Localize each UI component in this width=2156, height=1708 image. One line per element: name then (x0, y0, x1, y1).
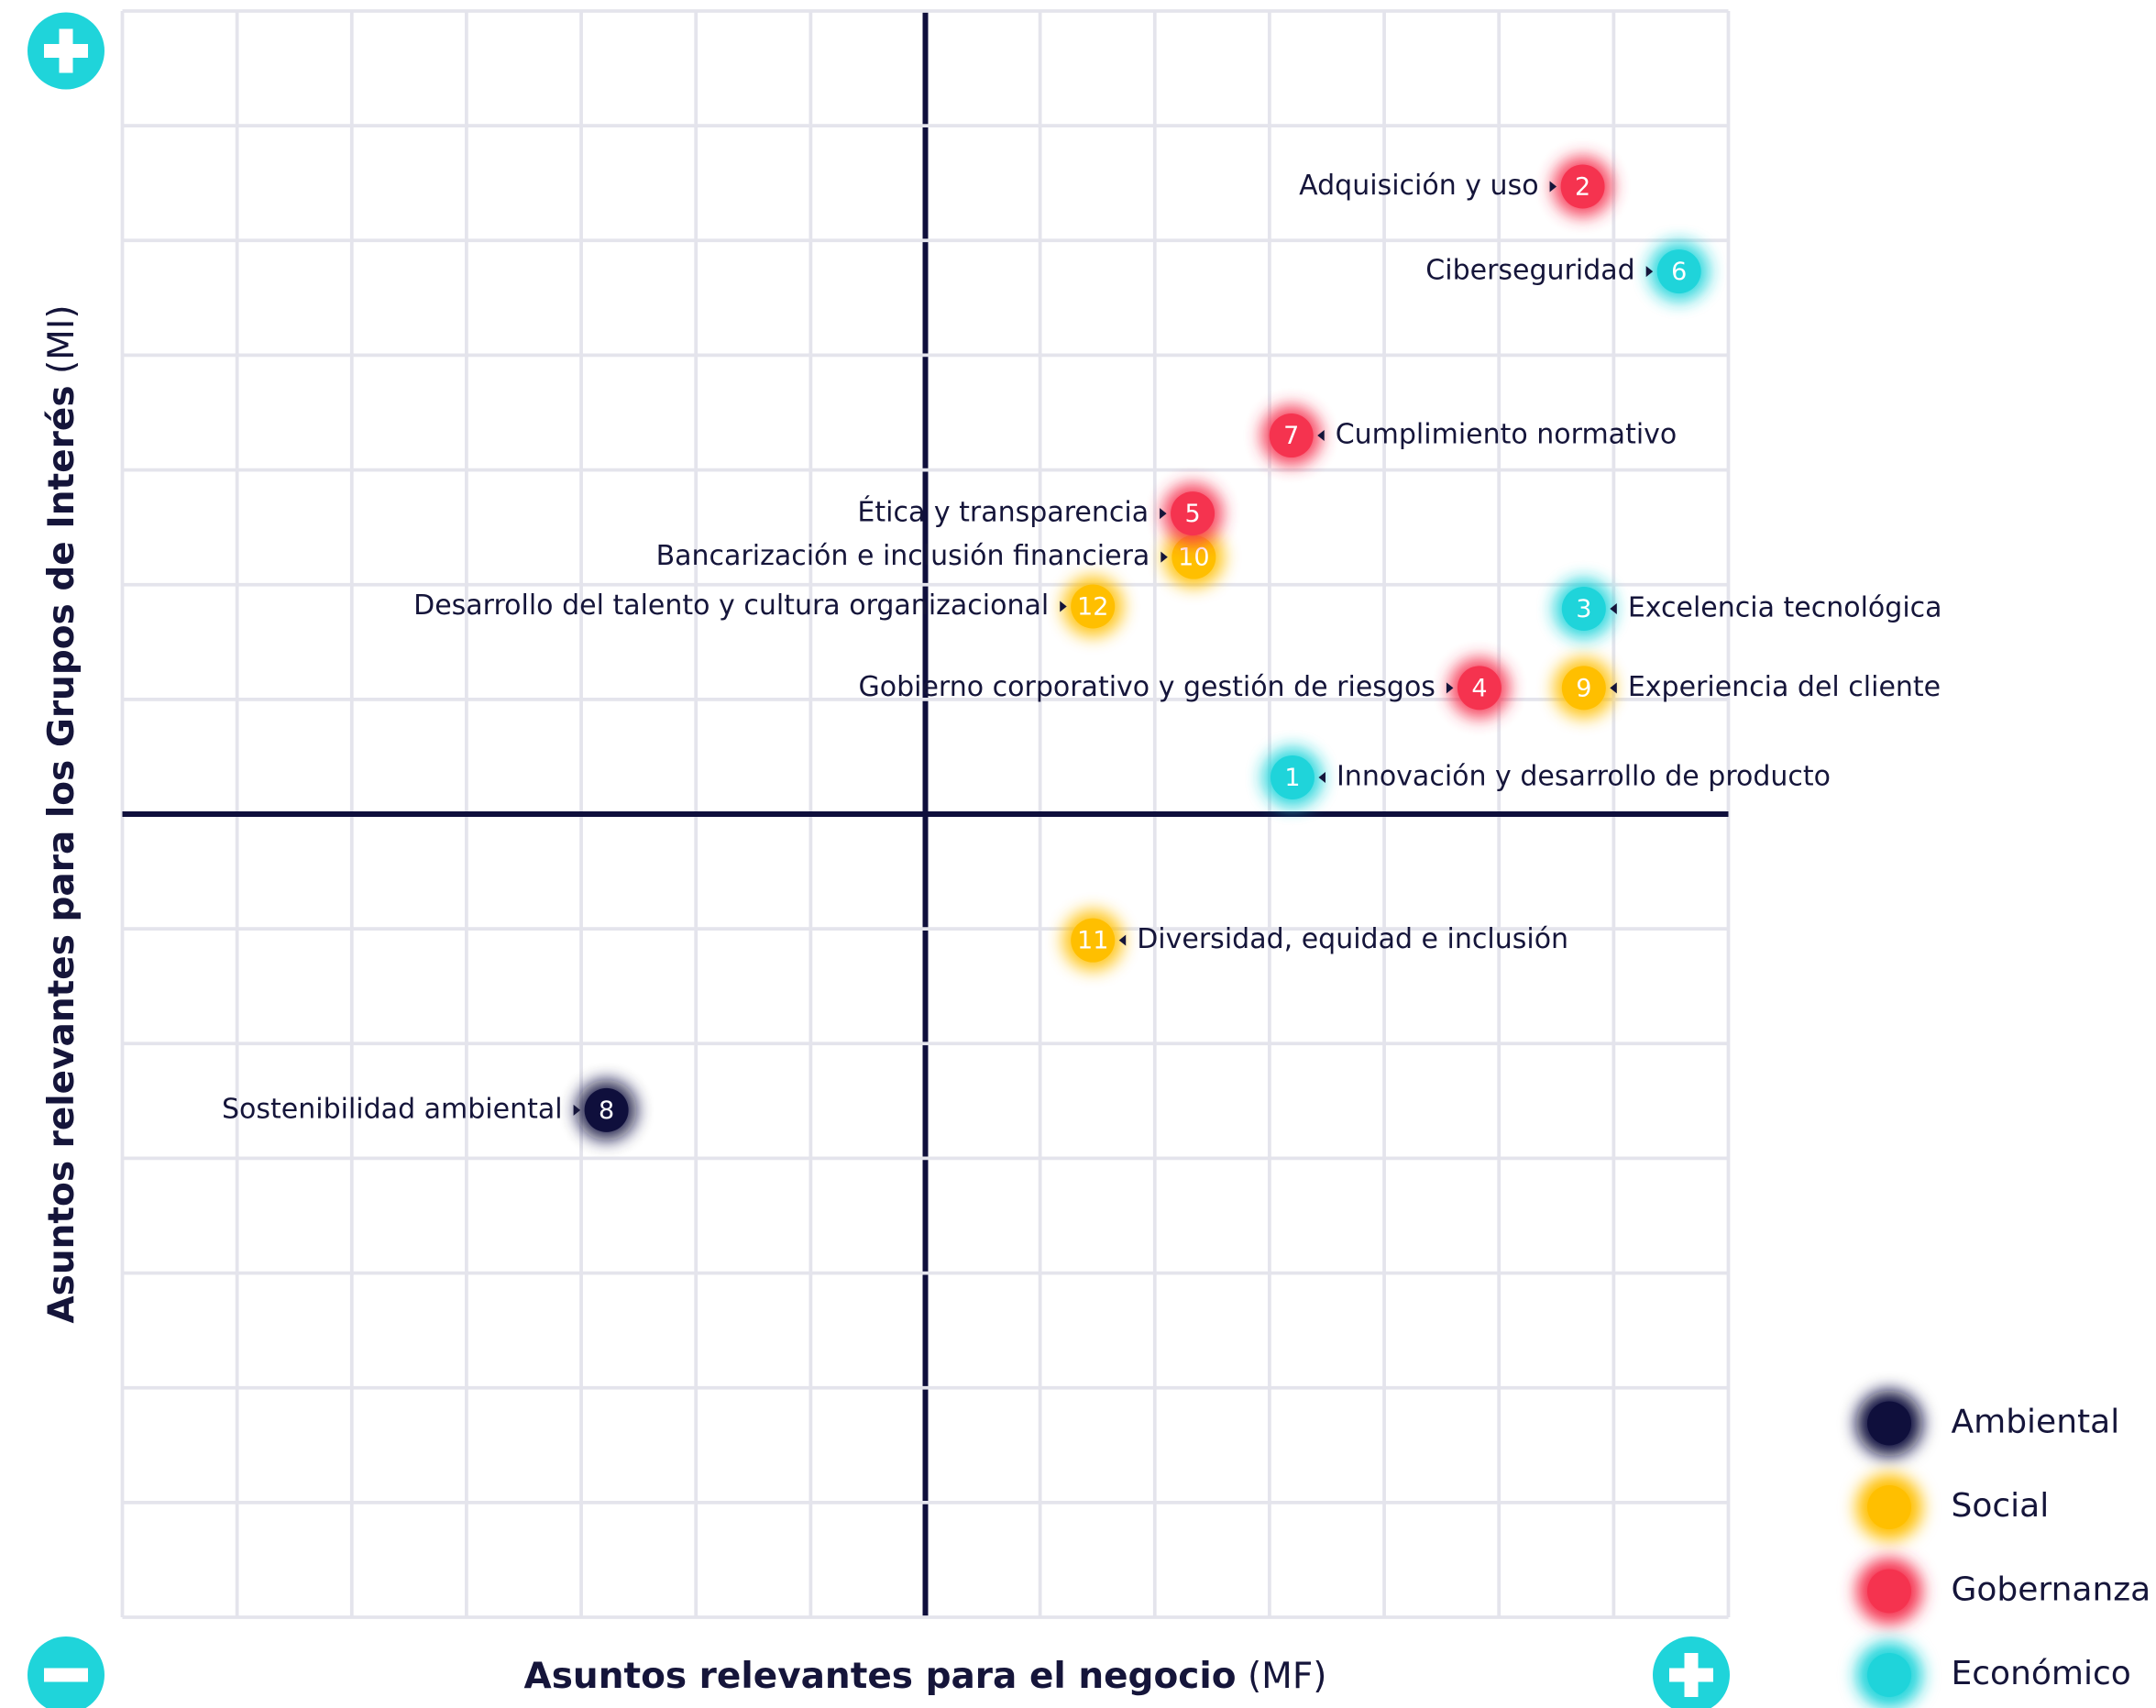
point-number: 4 (1471, 674, 1487, 702)
label-arrow (1610, 682, 1617, 694)
point-number: 8 (599, 1096, 614, 1125)
point-number: 9 (1576, 674, 1591, 702)
point-dot (1269, 413, 1314, 458)
point-label: Experiencia del cliente (1628, 671, 1941, 703)
point-number: 12 (1077, 592, 1108, 621)
plus-top (28, 12, 104, 90)
point-dot (584, 1087, 629, 1132)
label-arrow (1610, 602, 1617, 614)
point-number: 5 (1184, 500, 1200, 528)
minus-bottom (28, 1636, 104, 1708)
grid (120, 9, 1731, 1619)
label-arrow (1317, 430, 1325, 442)
point-dot (1270, 755, 1314, 799)
point: 1 Innovación y desarrollo de producto (1261, 746, 1831, 808)
point: 6 Ciberseguridad (1425, 241, 1710, 303)
label-arrow (573, 1104, 581, 1116)
point-number: 2 (1575, 172, 1590, 201)
legend-label: Gobernanza (1952, 1571, 2151, 1609)
point-label: Innovación y desarrollo de producto (1336, 760, 1831, 792)
legend-dot (1867, 1653, 1911, 1697)
label-arrow (1160, 551, 1168, 563)
legend: Ambiental Social Gobernanza Económico (1856, 1390, 2151, 1708)
y-axis-title: Asuntos relevantes para los Grupos de In… (41, 304, 82, 1323)
point-number: 3 (1576, 595, 1591, 623)
point-number: 11 (1077, 927, 1108, 955)
point: 2 Adquisición y uso (1299, 156, 1613, 217)
legend-label: Económico (1952, 1655, 2131, 1692)
point: 7 Cumplimiento normativo (1260, 405, 1678, 467)
point-dot (1561, 586, 1606, 631)
x-axis-title: Asuntos relevantes para el negocio (MF) (524, 1656, 1327, 1697)
y-label-abbr: (MI) (41, 304, 82, 374)
point-dot (1171, 491, 1216, 536)
point: 8 Sostenibilidad ambiental (222, 1079, 637, 1141)
point-dot (1560, 164, 1605, 209)
point-label: Ciberseguridad (1425, 255, 1634, 287)
point-number: 7 (1283, 422, 1299, 450)
point-label: Sostenibilidad ambiental (222, 1093, 563, 1125)
label-arrow (1160, 508, 1167, 520)
point-label: Ética y transparencia (857, 496, 1149, 529)
point-number: 10 (1178, 544, 1209, 572)
marks: 8 Sostenibilidad ambiental 9 Experiencia de… (222, 156, 1942, 1141)
point: 3 Excelencia tecnológica (1553, 578, 1942, 639)
point: 4 Gobierno corporativo y gestión de riesg… (859, 657, 1510, 719)
point-label: Gobierno corporativo y gestión de riesgo… (859, 671, 1436, 703)
legend-dot (1867, 1401, 1911, 1446)
point-dot (1561, 666, 1606, 711)
point: 12 Desarrollo del talento y cultura organ… (413, 576, 1124, 637)
point-label: Desarrollo del talento y cultura organiz… (413, 590, 1049, 622)
point-label: Cumplimiento normativo (1336, 419, 1678, 451)
point-number: 1 (1284, 764, 1300, 792)
point-dot (1457, 666, 1502, 711)
label-arrow (1446, 682, 1454, 694)
y-label: Asuntos relevantes para los Grupos de In… (41, 385, 82, 1323)
legend-dot (1867, 1569, 1911, 1614)
point-dot (1656, 249, 1701, 294)
label-arrow (1060, 601, 1067, 612)
point-dot (1071, 584, 1116, 629)
point-dot (1071, 918, 1116, 963)
legend-dot (1867, 1485, 1911, 1529)
point-label: Bancarización e inclusión financiera (656, 540, 1150, 572)
point: 10 Bancarización e inclusión financiera (656, 526, 1225, 588)
legend-label: Ambiental (1952, 1404, 2120, 1441)
x-label-abbr: (MF) (1248, 1656, 1327, 1697)
legend-label: Social (1952, 1487, 2050, 1525)
x-label: Asuntos relevantes para el negocio (524, 1656, 1237, 1697)
point: 9 Experiencia del cliente (1553, 657, 1941, 719)
label-arrow (1549, 181, 1557, 193)
point-label: Diversidad, equidad e inclusión (1137, 923, 1568, 955)
label-arrow (1318, 771, 1326, 783)
point: 11 Diversidad, equidad e inclusión (1062, 909, 1568, 971)
label-arrow (1645, 266, 1654, 278)
plus-right (1653, 1636, 1730, 1708)
label-arrow (1118, 934, 1127, 946)
point: 5 Ética y transparencia (857, 483, 1224, 545)
point-number: 6 (1671, 258, 1687, 286)
point-label: Adquisición y uso (1299, 170, 1538, 202)
point-dot (1172, 534, 1216, 579)
point-label: Excelencia tecnológica (1628, 591, 1942, 623)
